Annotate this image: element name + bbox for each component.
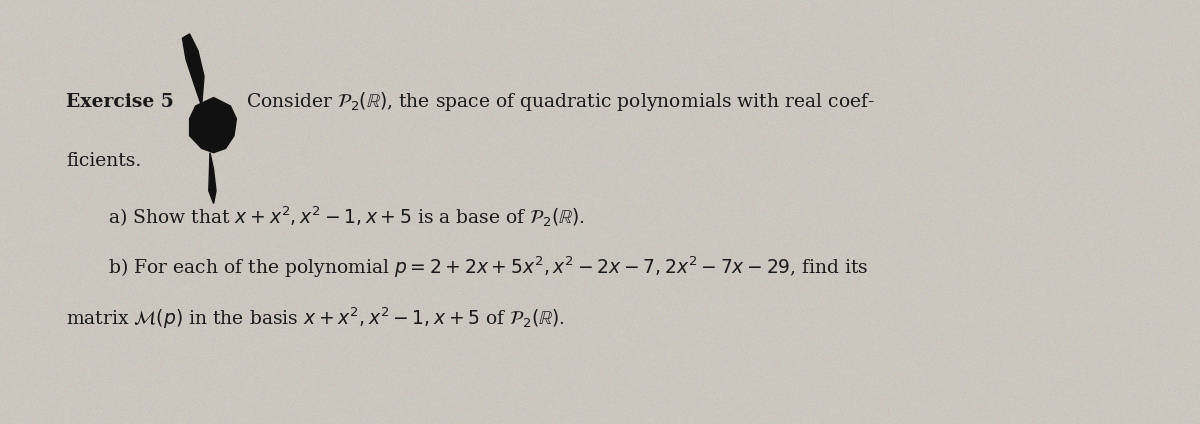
Text: ficients.: ficients. bbox=[66, 152, 142, 170]
Text: b) For each of the polynomial $p = 2 + 2x + 5x^2, x^2 - 2x - 7, 2x^2 - 7x - 29$,: b) For each of the polynomial $p = 2 + 2… bbox=[108, 254, 869, 280]
Polygon shape bbox=[182, 34, 204, 106]
Text: Exercise 5: Exercise 5 bbox=[66, 93, 174, 111]
Text: Consider $\mathcal{P}_2(\mathbb{R})$, the space of quadratic polynomials with re: Consider $\mathcal{P}_2(\mathbb{R})$, th… bbox=[246, 90, 875, 113]
Polygon shape bbox=[190, 98, 236, 153]
Text: matrix $\mathcal{M}(p)$ in the basis $x + x^2, x^2 - 1, x + 5$ of $\mathcal{P}_2: matrix $\mathcal{M}(p)$ in the basis $x … bbox=[66, 305, 565, 331]
Text: a) Show that $x + x^2, x^2 - 1, x + 5$ is a base of $\mathcal{P}_2(\mathbb{R})$.: a) Show that $x + x^2, x^2 - 1, x + 5$ i… bbox=[108, 204, 586, 229]
Polygon shape bbox=[209, 153, 216, 204]
